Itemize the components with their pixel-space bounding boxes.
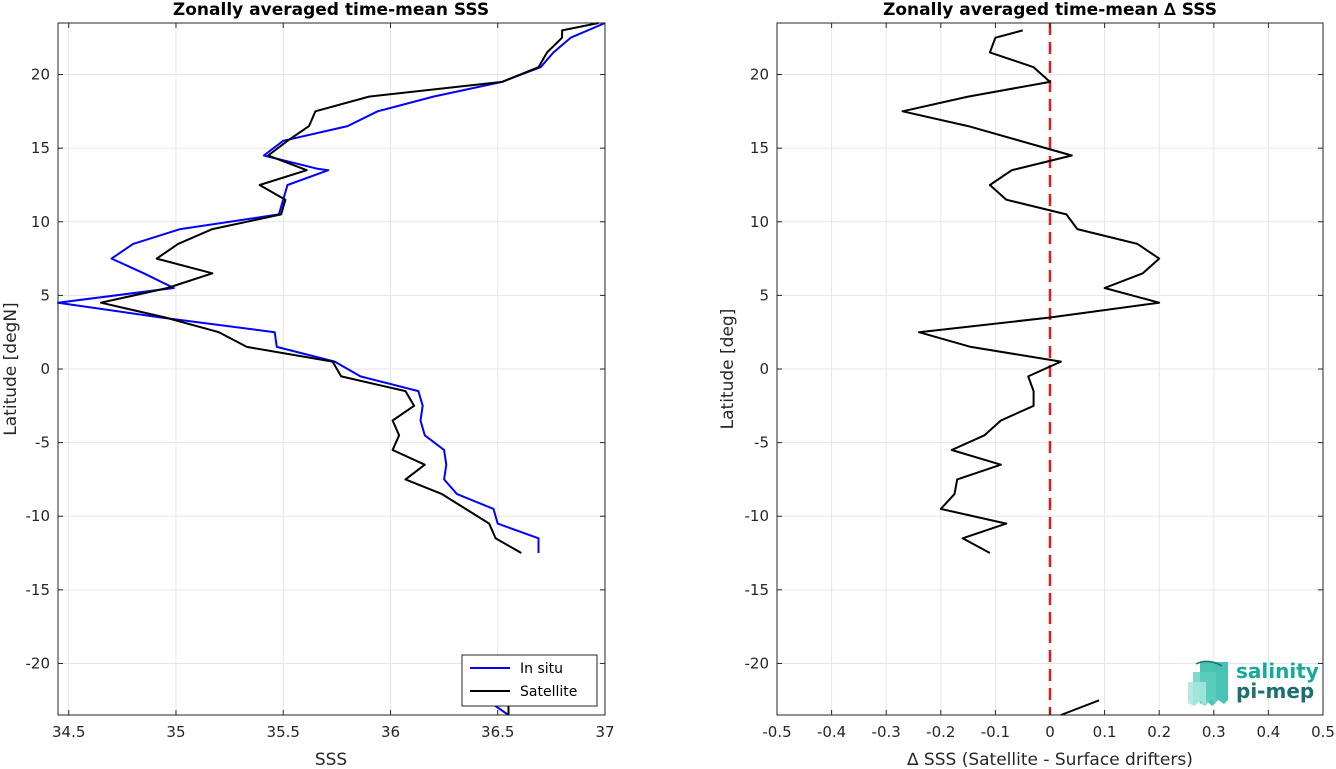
left-grid	[58, 23, 606, 715]
right-data-lines	[901, 23, 1161, 716]
left-x-tick-label-35-5: 35.5	[267, 723, 300, 741]
right-x-tick-label-0-4: 0.4	[1256, 723, 1280, 741]
left-y-axis-label: Latitude [degN]	[1, 302, 21, 435]
right-x-tick-label-0-5: 0.5	[1311, 723, 1335, 741]
left-y-tick-label-10: -10	[26, 507, 51, 525]
left-y-tick-label-20: 20	[31, 66, 50, 84]
right-y-tick-label-15: -15	[745, 581, 770, 599]
left-x-tick-label-37: 37	[595, 723, 614, 741]
salinity-pi-mep-logo: salinity pi-mep	[1188, 659, 1319, 706]
left-chart-title: Zonally averaged time-mean SSS	[173, 0, 489, 20]
logo-text-line1: salinity	[1236, 659, 1319, 683]
left-y-tick-label-0: 0	[40, 360, 50, 378]
right-y-tick-label-20: 20	[750, 66, 769, 84]
legend-label-in-situ: In situ	[520, 661, 563, 677]
left-x-tick-label-36: 36	[381, 723, 400, 741]
left-y-tick-label-20: -20	[26, 654, 51, 672]
right-x-tick-label-0: 0	[1045, 723, 1055, 741]
sss-profile-panel: Zonally averaged time-mean SSS 34.5 35 35.…	[1, 0, 615, 769]
right-y-tick-label-5: -5	[754, 434, 769, 452]
left-x-tick-label-36-5: 36.5	[481, 723, 514, 741]
right-series-segment-0	[1060, 699, 1100, 716]
right-y-tick-label-15: 15	[750, 139, 769, 157]
delta-sss-panel: Zonally averaged time-mean ∆ SSS -0.5 -0.…	[718, 0, 1335, 769]
logo-wave-icon	[1188, 660, 1228, 706]
right-grid	[776, 23, 1324, 715]
legend-label-satellite: Satellite	[520, 684, 577, 700]
legend-box	[461, 654, 598, 707]
right-x-tick-label-0-3: 0.3	[1202, 723, 1226, 741]
left-y-tick-label-10: 10	[31, 213, 50, 231]
left-series-line-in-situ	[57, 22, 606, 553]
left-y-tick-label-15: 15	[31, 139, 50, 157]
right-y-axis-label: Latitude [deg]	[718, 309, 738, 430]
right-x-tick-label-0-1: 0.1	[1093, 723, 1117, 741]
right-y-tick-label-10: 10	[750, 213, 769, 231]
logo-text-line2: pi-mep	[1236, 679, 1314, 703]
right-x-tick-label-0-2: -0.2	[926, 723, 955, 741]
right-series-line-0	[901, 29, 1161, 554]
right-y-tick-label-0: 0	[759, 360, 769, 378]
right-x-tick-label-0-3: -0.3	[872, 723, 901, 741]
right-tick-labels: -0.5 -0.4 -0.3 -0.2 -0.1 0 0.1 0.2 0.3 0.4 0.5 -20 -…	[745, 23, 1335, 741]
right-x-tick-label-0-4: -0.4	[817, 723, 846, 741]
left-series-line-satellite	[99, 22, 599, 554]
right-y-tick-label-10: -10	[745, 507, 770, 525]
legend: In situ Satellite	[461, 654, 598, 707]
right-x-axis-label: ∆ SSS (Satellite - Surface drifters)	[906, 750, 1193, 769]
left-y-tick-label-5: -5	[35, 434, 50, 452]
left-x-tick-label-35: 35	[166, 723, 185, 741]
right-chart-title: Zonally averaged time-mean ∆ SSS	[883, 0, 1217, 20]
left-x-tick-label-34-5: 34.5	[52, 723, 85, 741]
right-x-tick-label-0-2: 0.2	[1147, 723, 1171, 741]
left-tick-labels: 34.5 35 35.5 36 36.5 37 -20 -15 -10 -5 0 5 10 15 20	[26, 23, 615, 741]
right-x-tick-label-0-1: -0.1	[981, 723, 1010, 741]
left-x-axis-label: SSS	[315, 750, 347, 769]
right-x-tick-label-0-5: -0.5	[762, 723, 791, 741]
right-y-tick-label-5: 5	[759, 286, 769, 304]
right-y-tick-label-20: -20	[745, 654, 770, 672]
left-y-tick-label-15: -15	[26, 581, 51, 599]
left-y-tick-label-5: 5	[40, 286, 50, 304]
